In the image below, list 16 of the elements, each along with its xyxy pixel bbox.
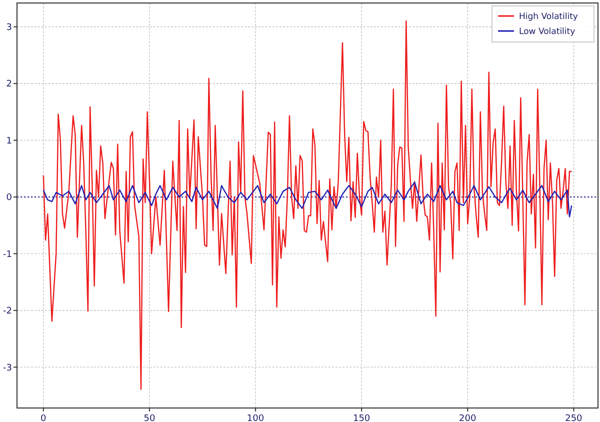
legend-label: High Volatility bbox=[519, 12, 578, 22]
y-tick-label: -1 bbox=[3, 250, 12, 260]
y-tick-label: -2 bbox=[3, 306, 12, 317]
line-series bbox=[42, 182, 572, 218]
legend-label: Low Volatility bbox=[519, 26, 576, 37]
y-tick-label: 1 bbox=[6, 136, 12, 146]
x-tick-label: 50 bbox=[144, 414, 156, 422]
x-tick-label: 0 bbox=[40, 414, 47, 422]
x-tick-label: 100 bbox=[246, 414, 264, 422]
y-tick-label: -3 bbox=[3, 363, 12, 374]
x-tick-label: 150 bbox=[352, 414, 370, 422]
y-tick-label: 3 bbox=[6, 22, 12, 33]
x-tick-label: 250 bbox=[565, 414, 583, 422]
y-tick-label: 2 bbox=[6, 80, 12, 90]
y-tick-label: 0 bbox=[6, 193, 12, 204]
x-tick-label: 200 bbox=[459, 414, 477, 422]
